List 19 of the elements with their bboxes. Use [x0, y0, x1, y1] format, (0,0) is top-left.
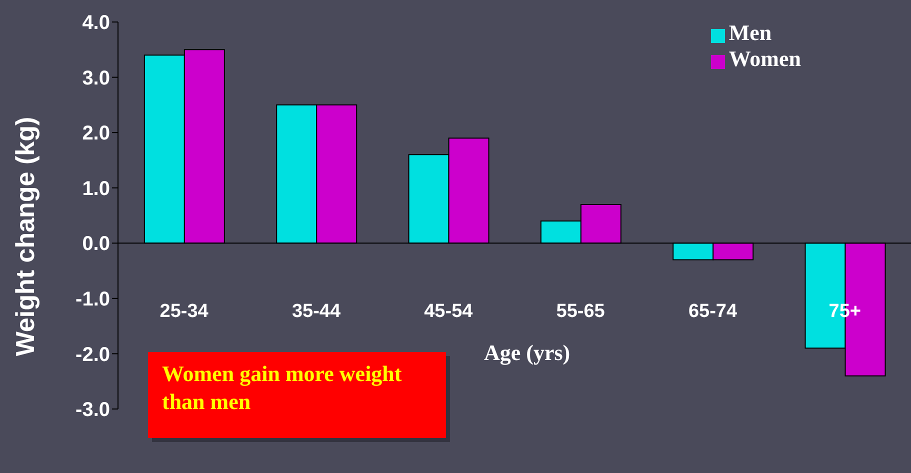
y-tick-label: 0.0	[82, 233, 110, 256]
x-tick-label: 35-44	[292, 300, 341, 322]
x-axis-title: Age (yrs)	[484, 340, 570, 366]
y-tick-label: 4.0	[82, 12, 110, 34]
legend-label: Men	[728, 20, 772, 45]
y-tick-label: -3.0	[76, 399, 110, 422]
x-tick-label: 55-65	[556, 300, 606, 322]
x-tick-label: 25-34	[160, 300, 209, 322]
y-tick-label: -2.0	[76, 344, 110, 366]
y-tick-label: 3.0	[82, 67, 110, 90]
y-axis-title: Weight change (kg)	[10, 116, 42, 356]
x-tick-label: 45-54	[424, 300, 474, 322]
annotation: Women gain more weight than men	[148, 352, 446, 438]
y-tick-label: -1.0	[76, 288, 110, 311]
y-tick-label: 2.0	[82, 122, 110, 145]
y-tick-label: 1.0	[82, 178, 110, 200]
legend-label: Women	[728, 46, 801, 71]
x-tick-label: 75+	[828, 300, 862, 322]
x-tick-label: 65-74	[688, 300, 738, 322]
